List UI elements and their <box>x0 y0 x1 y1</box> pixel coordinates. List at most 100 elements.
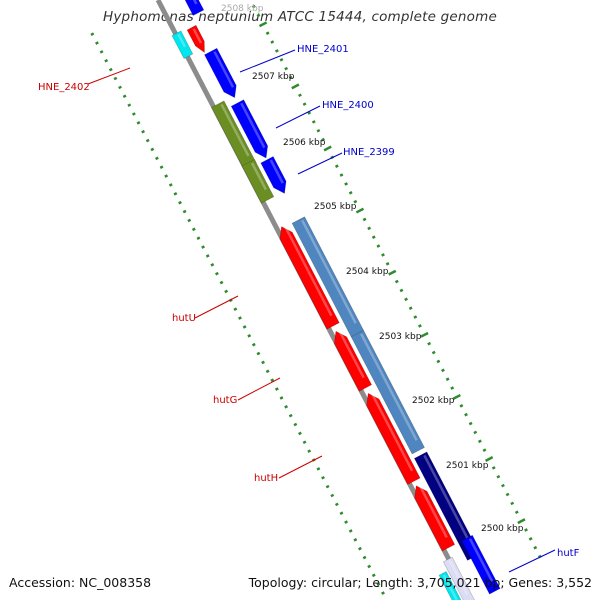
gene-hne-2401 <box>204 47 237 99</box>
ruler-tick <box>316 467 321 471</box>
gene-bottom-blue <box>461 534 501 595</box>
kbp-label: 2502 kbp <box>412 396 455 406</box>
accession-text: Accession: NC_008358 <box>9 575 152 590</box>
ruler-tick <box>99 50 104 54</box>
ruler-tick <box>150 147 155 152</box>
gene-hne-2402-arrow <box>186 24 205 54</box>
ruler-tick <box>182 209 187 214</box>
ruler-tick <box>496 474 501 479</box>
gene-label: hutF <box>557 548 580 559</box>
ruler-tick <box>191 227 196 232</box>
gene-hutU-block-shine <box>301 219 357 324</box>
topology-text: Topology: circular; Length: 3,705,021 bp… <box>248 575 592 590</box>
gene-label-leader <box>237 377 281 401</box>
ruler-tick <box>108 67 113 72</box>
ruler-tick <box>291 83 300 90</box>
ruler-tick <box>145 138 150 143</box>
ruler-tick <box>408 306 413 310</box>
ruler-tick <box>459 403 464 408</box>
ruler-tick <box>164 174 169 178</box>
ruler-tick <box>265 31 270 35</box>
gene-bottom-pale <box>442 556 475 600</box>
ruler-tick <box>501 483 505 488</box>
ruler-tick <box>491 466 496 470</box>
ruler-tick <box>224 289 229 294</box>
ruler-tick <box>355 207 365 214</box>
gene-label: HNE_2402 <box>38 82 90 93</box>
ruler-tick <box>436 359 441 364</box>
ruler-tick <box>441 368 445 373</box>
ruler-tick <box>270 378 275 382</box>
gene-hne-2399 <box>241 159 275 204</box>
ruler-tick <box>307 111 312 115</box>
ruler-tick <box>251 4 256 9</box>
gene-red-tail-shine <box>418 485 448 538</box>
gene-hutU-arrow-shine <box>284 226 333 317</box>
ruler-tick <box>136 121 141 125</box>
ruler-tick <box>261 360 265 365</box>
ruler-tick <box>228 298 233 303</box>
gene-hne-2402-arrow-shine <box>192 28 203 44</box>
kbp-label: 2500 kbp <box>481 524 524 534</box>
gene-blue-2 <box>230 99 269 159</box>
gene-label: HNE_2400 <box>322 100 374 111</box>
ruler-tick <box>399 288 404 293</box>
gene-hutH-arrow-shine <box>370 393 414 472</box>
ruler-tick <box>450 386 455 390</box>
gene-label: hutG <box>213 395 237 406</box>
tick-marks <box>90 4 542 595</box>
ruler-tick <box>274 387 279 391</box>
gene-hutG-block-shine <box>360 333 418 441</box>
ruler-tick <box>219 280 224 285</box>
ruler-tick <box>298 93 302 98</box>
gene-label: hutU <box>172 313 196 324</box>
ruler-tick <box>178 200 182 205</box>
ruler-tick <box>334 502 339 507</box>
kbp-label: 2503 kbp <box>379 332 422 342</box>
ruler-tick <box>127 103 132 107</box>
gene-bottom-blue-shine <box>468 538 494 582</box>
gene-hne-2401-shine <box>213 51 235 88</box>
ruler-tick <box>367 564 372 569</box>
ruler-tick <box>362 217 367 222</box>
ruler-tick <box>251 342 256 347</box>
ruler-tick <box>293 422 298 427</box>
ruler-tick <box>505 492 510 497</box>
ruler-tick <box>413 315 418 319</box>
ruler-tick <box>307 449 312 453</box>
gene-bottom-pale-shine <box>448 560 469 595</box>
ruler-tick <box>381 591 385 595</box>
gene-label: hutH <box>254 473 278 484</box>
ruler-tick <box>205 254 210 258</box>
gene-top-blue-shine <box>192 0 198 5</box>
ruler-tick <box>155 156 159 161</box>
ruler-tick <box>323 145 332 152</box>
ruler-tick <box>321 137 325 142</box>
ruler-tick <box>517 518 526 525</box>
ruler-tick <box>353 199 358 204</box>
gene-hutH-block-shine <box>423 454 474 548</box>
gene-hutG-block <box>350 329 425 455</box>
ruler-tick <box>388 269 397 276</box>
gene-label-leader <box>87 67 131 85</box>
gene-features <box>171 0 501 600</box>
gene-hne-2399-shine <box>250 162 267 191</box>
gene-label: HNE_2401 <box>297 44 349 55</box>
kbp-label: 2507 kbp <box>252 72 295 82</box>
gene-hutH-arrow <box>366 392 421 485</box>
gene-hutG-arrow-shine <box>338 331 365 379</box>
ruler-tick <box>173 192 178 196</box>
kbp-label: 2508 kbp <box>221 4 264 14</box>
ruler-tick <box>284 66 289 71</box>
ruler-tick <box>431 350 436 355</box>
kbp-label: 2506 kbp <box>283 138 326 148</box>
ruler-tick <box>302 440 307 445</box>
ruler-tick <box>353 538 358 542</box>
ruler-tick <box>417 324 422 328</box>
gene-hutF-block <box>438 571 462 600</box>
ruler-tick <box>348 191 353 195</box>
ruler-tick <box>477 439 482 444</box>
ruler-tick <box>247 333 252 338</box>
ruler-tick <box>233 307 238 311</box>
